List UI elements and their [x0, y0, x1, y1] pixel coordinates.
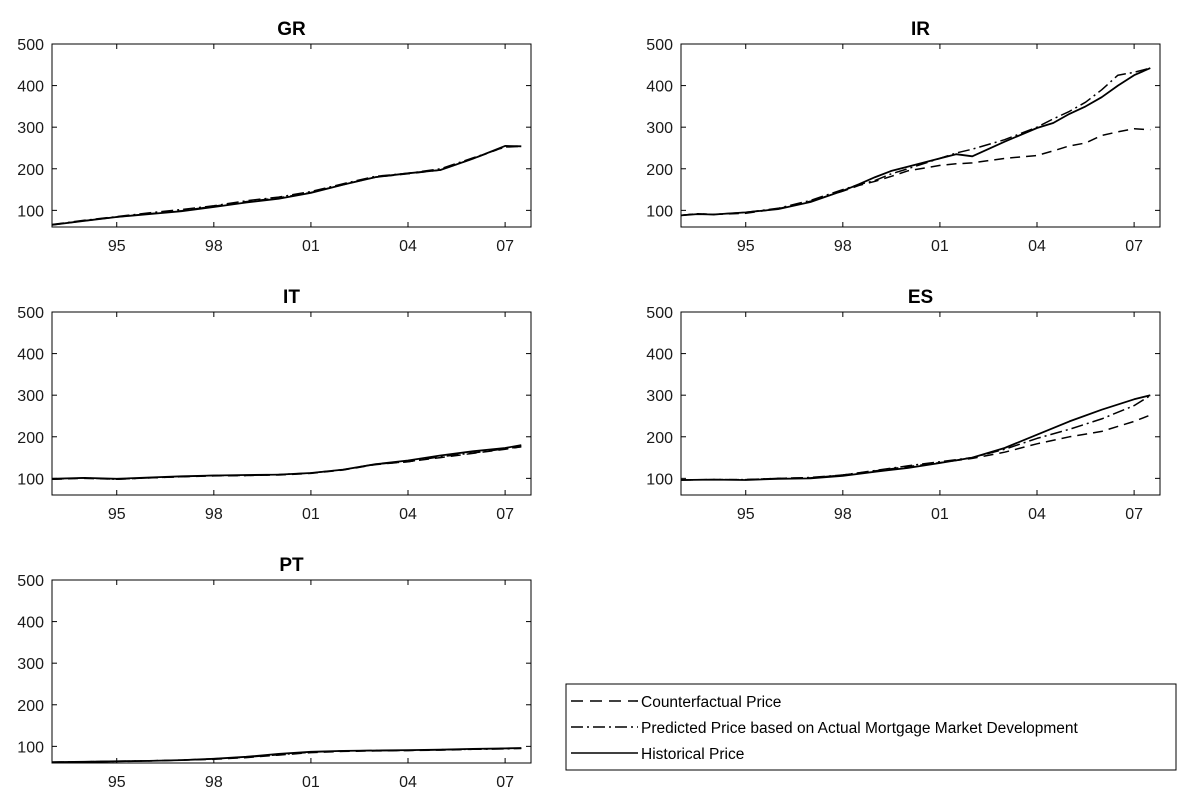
x-tick-label: 04 — [1028, 506, 1046, 523]
y-tick-label: 300 — [646, 388, 673, 405]
series-line-dashdot — [51, 747, 522, 763]
x-tick-label: 01 — [931, 506, 949, 523]
x-tick-label: 04 — [399, 238, 417, 255]
legend-label-predicted: Predicted Price based on Actual Mortgage… — [641, 720, 1079, 737]
x-tick-label: 01 — [931, 238, 949, 255]
x-tick-label: 07 — [496, 774, 514, 791]
panel-title: ES — [908, 287, 933, 308]
axes-frame — [51, 43, 532, 228]
x-tick-label: 04 — [1028, 238, 1046, 255]
y-tick-label: 300 — [17, 656, 44, 673]
panel-es: ES 100 200 300 400 500 95 98 01 04 07 — [646, 287, 1161, 523]
legend-label-historical: Historical Price — [641, 746, 744, 763]
axes-frame — [680, 43, 1161, 228]
panel-title: IT — [283, 287, 300, 308]
legend-label-counterfactual: Counterfactual Price — [641, 694, 781, 711]
x-tick-label: 04 — [399, 506, 417, 523]
x-tick-label: 98 — [205, 506, 223, 523]
x-tick-label: 04 — [399, 774, 417, 791]
panel-title: PT — [279, 555, 304, 576]
y-tick-label: 500 — [646, 305, 673, 322]
y-tick-label: 400 — [646, 79, 673, 96]
series-line-solid — [680, 67, 1151, 217]
x-tick-label: 95 — [737, 238, 755, 255]
axes-frame — [51, 579, 532, 764]
y-tick-label: 400 — [646, 347, 673, 364]
series-line-solid — [51, 444, 522, 480]
x-tick-label: 07 — [1125, 506, 1143, 523]
series-line-solid — [51, 747, 522, 764]
y-tick-label: 200 — [17, 698, 44, 715]
legend-box — [565, 683, 1177, 771]
panel-gr: GR 100 200 300 400 500 95 98 01 04 07 — [17, 19, 532, 255]
y-tick-label: 100 — [646, 471, 673, 488]
y-tick-label: 200 — [646, 162, 673, 179]
panel-title: IR — [911, 19, 930, 40]
series-line-dashed — [51, 145, 522, 226]
y-tick-label: 400 — [17, 347, 44, 364]
series-line-dashdot — [680, 394, 1151, 481]
x-tick-label: 01 — [302, 774, 320, 791]
x-tick-label: 95 — [737, 506, 755, 523]
panel-it: IT 100 200 300 400 500 95 98 01 04 07 — [17, 287, 532, 523]
panel-title: GR — [277, 19, 306, 40]
x-tick-label: 07 — [496, 506, 514, 523]
x-tick-label: 98 — [205, 774, 223, 791]
axes-frame — [51, 311, 532, 496]
y-tick-label: 300 — [17, 388, 44, 405]
series-line-dashed — [680, 128, 1151, 217]
y-tick-label: 500 — [17, 305, 44, 322]
series-line-dashed — [680, 414, 1151, 481]
y-tick-label: 500 — [646, 37, 673, 54]
series-line-solid — [680, 394, 1151, 481]
y-tick-label: 100 — [17, 471, 44, 488]
y-tick-label: 400 — [17, 79, 44, 96]
y-tick-label: 100 — [17, 739, 44, 756]
y-tick-label: 200 — [17, 162, 44, 179]
x-tick-label: 01 — [302, 506, 320, 523]
x-tick-label: 98 — [834, 238, 852, 255]
x-tick-label: 07 — [1125, 238, 1143, 255]
series-line-dashdot — [680, 67, 1151, 217]
y-tick-label: 500 — [17, 37, 44, 54]
y-tick-label: 300 — [646, 120, 673, 137]
x-tick-label: 07 — [496, 238, 514, 255]
y-tick-label: 100 — [17, 203, 44, 220]
x-tick-label: 95 — [108, 238, 126, 255]
x-tick-label: 98 — [834, 506, 852, 523]
x-tick-label: 95 — [108, 506, 126, 523]
x-tick-label: 98 — [205, 238, 223, 255]
series-line-dashdot — [51, 145, 522, 226]
legend: Counterfactual Price Predicted Price bas… — [565, 683, 1177, 771]
y-tick-label: 400 — [17, 615, 44, 632]
series-line-dashed — [51, 747, 522, 763]
panels: GR 100 200 300 400 500 95 98 01 04 07 IR 100 200 300 40… — [17, 19, 1161, 791]
panel-pt: PT 100 200 300 400 500 95 98 01 04 07 — [17, 555, 532, 791]
series-line-solid — [51, 144, 522, 226]
x-tick-label: 01 — [302, 238, 320, 255]
y-tick-label: 200 — [646, 430, 673, 447]
panel-ir: IR 100 200 300 400 500 95 98 01 04 07 — [646, 19, 1161, 255]
axes-frame — [680, 311, 1161, 496]
x-tick-label: 95 — [108, 774, 126, 791]
y-tick-label: 300 — [17, 120, 44, 137]
y-tick-label: 100 — [646, 203, 673, 220]
y-tick-label: 500 — [17, 573, 44, 590]
y-tick-label: 200 — [17, 430, 44, 447]
